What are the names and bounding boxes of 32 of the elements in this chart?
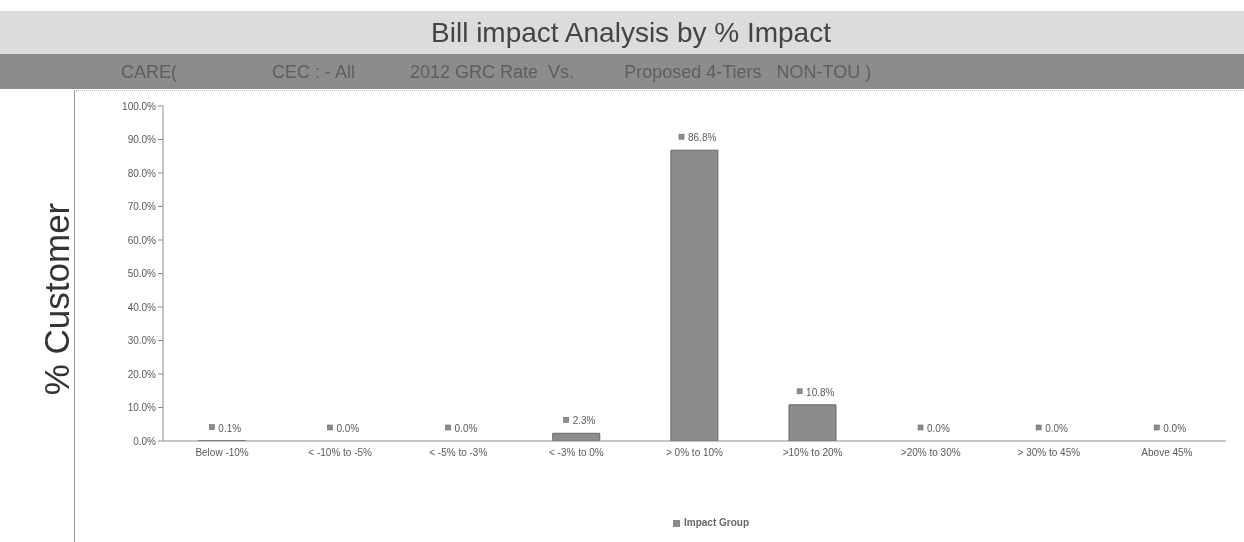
- y-tick-label: 20.0%: [127, 368, 157, 380]
- y-tick-label: 0.0%: [133, 435, 157, 447]
- y-tick-label: 80.0%: [127, 167, 157, 179]
- data-label: 0.0%: [927, 423, 950, 434]
- data-label: 10.8%: [806, 386, 835, 398]
- x-tick-label: < -10% to -5%: [308, 447, 373, 459]
- x-tick-label: >10% to 20%: [782, 447, 843, 459]
- y-axis-title: % Customer: [37, 202, 76, 396]
- legend-label: Impact Group: [683, 517, 749, 528]
- data-label: 2.3%: [572, 415, 596, 427]
- x-tick-label: >20% to 30%: [900, 447, 961, 459]
- x-tick-label: Above 45%: [1141, 447, 1193, 459]
- y-tick-label: 10.0%: [127, 402, 157, 414]
- data-label: 0.0%: [1163, 423, 1187, 434]
- y-tick-label: 50.0%: [127, 268, 157, 280]
- y-tick-label: 100.0%: [122, 100, 157, 112]
- y-tick-label: 60.0%: [127, 234, 157, 246]
- data-label: 86.8%: [688, 132, 717, 144]
- chart-title: Bill impact Analysis by % Impact: [430, 16, 832, 50]
- y-tick-label: 40.0%: [127, 301, 157, 313]
- data-label: 0.0%: [454, 423, 478, 434]
- data-label: 0.0%: [1045, 423, 1069, 434]
- x-tick-label: < -3% to 0%: [549, 447, 604, 459]
- data-label: 0.1%: [218, 422, 242, 434]
- x-tick-label: Below -10%: [195, 447, 249, 459]
- x-tick-label: > 0% to 10%: [666, 447, 724, 459]
- data-label: 0.0%: [336, 423, 360, 434]
- x-tick-label: < -5% to -3%: [429, 447, 488, 459]
- y-tick-label: 70.0%: [127, 201, 157, 213]
- y-tick-label: 90.0%: [127, 134, 157, 146]
- x-tick-label: > 30% to 45%: [1017, 447, 1081, 459]
- y-tick-label: 30.0%: [127, 335, 157, 347]
